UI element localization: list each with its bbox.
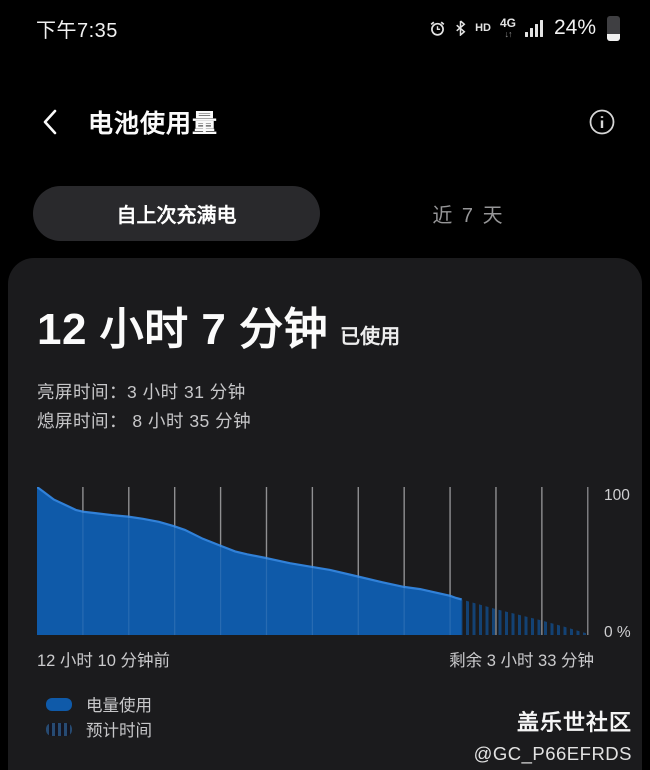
battery-chart-svg: 100 0 % bbox=[37, 487, 631, 639]
tab-last-7-days[interactable]: 近 7 天 bbox=[432, 205, 505, 227]
clock-time: 下午7:35 bbox=[36, 19, 118, 42]
svg-text:100: 100 bbox=[604, 487, 630, 504]
status-bar: 下午7:35 HD 4G ↓↑ 24% bbox=[0, 0, 650, 56]
info-icon bbox=[589, 109, 615, 135]
app-header: 电池使用量 bbox=[0, 94, 650, 150]
legend-swatch-solid bbox=[46, 697, 72, 711]
x-axis-left-label: 12 小时 10 分钟前 bbox=[37, 652, 170, 671]
alarm-icon bbox=[429, 20, 446, 37]
signal-icon bbox=[524, 19, 543, 37]
back-button[interactable] bbox=[36, 106, 64, 138]
page-title: 电池使用量 bbox=[88, 110, 219, 138]
chevron-left-icon bbox=[43, 109, 57, 135]
watermark: 盖乐世社区 @GC_P66EFRDS bbox=[474, 705, 632, 765]
tab-bar: 自上次充满电 近 7 天 bbox=[33, 186, 617, 241]
screen-on-time: 亮屏时间：3 小时 31 分钟 bbox=[37, 382, 246, 403]
legend-item-usage: 电量使用 bbox=[37, 695, 613, 716]
watermark-community: 盖乐世社区 bbox=[516, 710, 632, 735]
tab-since-full-charge[interactable]: 自上次充满电 bbox=[33, 186, 320, 241]
x-axis-right-label: 剩余 3 小时 33 分钟 bbox=[449, 652, 594, 671]
usage-duration: 12 小时 7 分钟 bbox=[37, 305, 329, 354]
usage-suffix: 已使用 bbox=[340, 326, 401, 349]
legend-item-estimate: 预计时间 bbox=[37, 720, 613, 741]
chart-x-labels: 12 小时 10 分钟前 剩余 3 小时 33 分钟 bbox=[37, 647, 594, 671]
hd-icon: HD bbox=[475, 22, 491, 34]
status-icons: HD 4G ↓↑ 24% bbox=[429, 15, 620, 41]
screen-off-time: 熄屏时间： 8 小时 35 分钟 bbox=[37, 411, 252, 432]
battery-chart: 100 0 % 12 小时 10 分钟前 剩余 3 小时 33 分钟 bbox=[37, 487, 631, 671]
bluetooth-icon bbox=[455, 20, 466, 36]
battery-percent: 24% bbox=[553, 16, 596, 39]
svg-text:0 %: 0 % bbox=[604, 624, 631, 639]
legend-swatch-striped bbox=[46, 722, 72, 736]
info-button[interactable] bbox=[586, 106, 618, 138]
chart-legend: 电量使用 预计时间 bbox=[37, 695, 613, 741]
legend-label-estimate: 预计时间 bbox=[86, 722, 152, 741]
usage-headline: 12 小时 7 分钟 已使用 bbox=[37, 305, 613, 354]
battery-icon bbox=[607, 15, 620, 41]
screen-time-lines: 亮屏时间：3 小时 31 分钟 熄屏时间： 8 小时 35 分钟 bbox=[37, 378, 613, 436]
watermark-id: @GC_P66EFRDS bbox=[473, 743, 632, 764]
legend-label-usage: 电量使用 bbox=[86, 697, 152, 716]
network-4g-icon: 4G ↓↑ bbox=[499, 16, 516, 39]
battery-usage-card: 12 小时 7 分钟 已使用 亮屏时间：3 小时 31 分钟 熄屏时间： 8 小… bbox=[8, 258, 642, 770]
